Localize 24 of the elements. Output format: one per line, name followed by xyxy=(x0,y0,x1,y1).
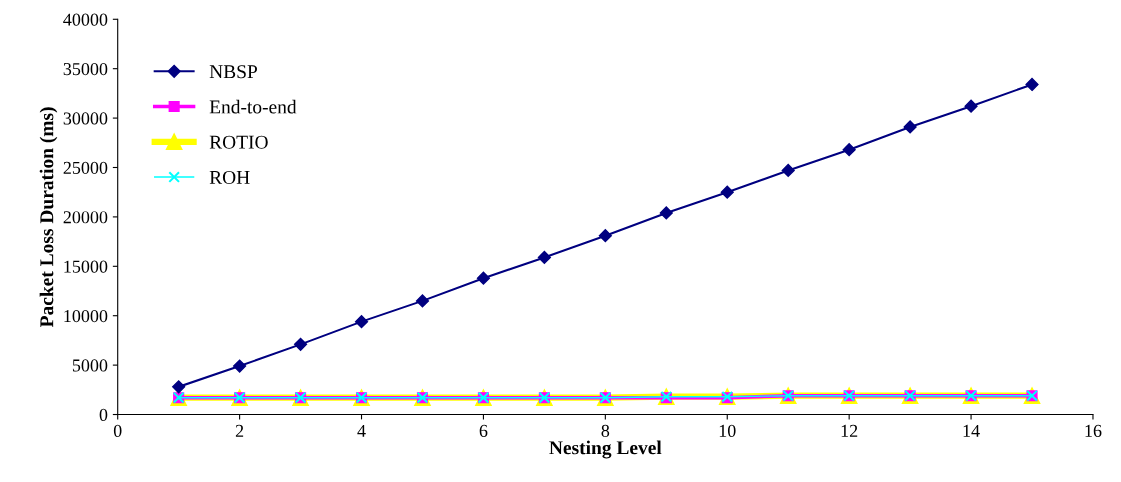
x-tick-label: 0 xyxy=(113,424,122,437)
y-tick-label: 30000 xyxy=(63,112,108,125)
legend-label: ROTIO xyxy=(209,135,268,149)
legend-label: NBSP xyxy=(209,65,258,79)
y-tick-label: 10000 xyxy=(64,309,108,323)
x-tick-label: 16 xyxy=(1085,424,1102,437)
y-axis-title: Packet Loss Duration (ms) xyxy=(39,107,58,328)
y-tick-label: 5000 xyxy=(72,359,108,372)
legend-label: End-to-end xyxy=(209,99,297,114)
x-tick-label: 4 xyxy=(357,424,366,437)
y-tick-label: 25000 xyxy=(63,161,108,174)
legend-label: ROH xyxy=(209,170,250,185)
y-tick-label: 0 xyxy=(99,408,108,421)
x-tick-label: 2 xyxy=(235,424,244,437)
x-tick-label: 8 xyxy=(601,424,610,437)
y-tick-label: 40000 xyxy=(63,13,108,26)
x-axis-title: Nesting Level xyxy=(549,440,662,459)
y-tick-label: 20000 xyxy=(63,211,108,224)
x-tick-label: 12 xyxy=(841,424,858,437)
x-tick-label: 10 xyxy=(719,424,736,437)
x-tick-label: 6 xyxy=(479,424,488,437)
y-tick-label: 15000 xyxy=(64,260,108,273)
y-tick-label: 35000 xyxy=(63,62,108,76)
x-tick-label: 14 xyxy=(963,424,980,437)
